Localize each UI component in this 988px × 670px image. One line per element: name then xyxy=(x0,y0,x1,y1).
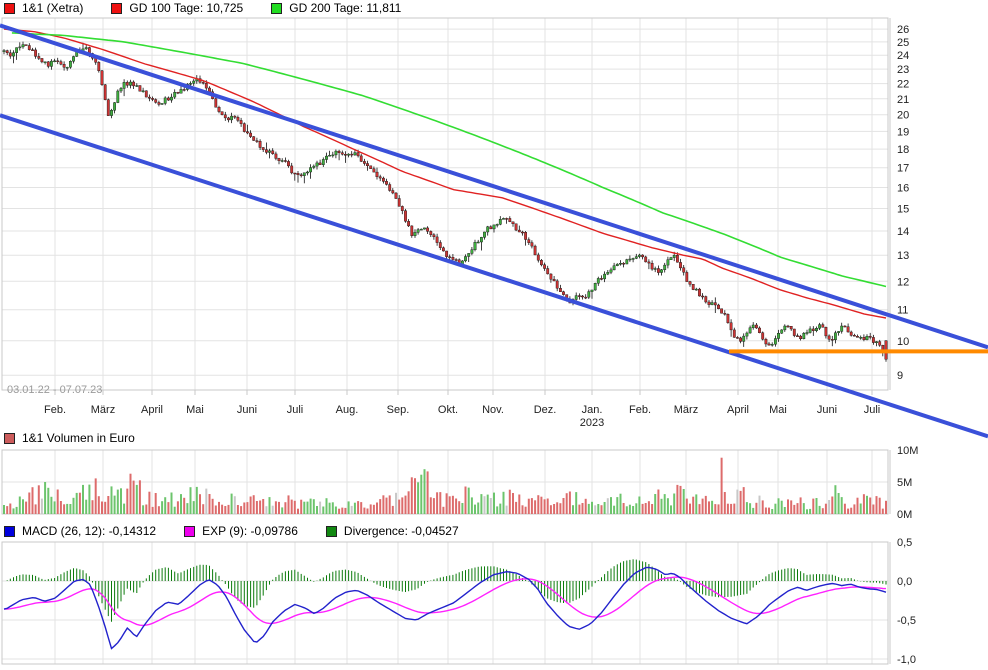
trend-lines xyxy=(0,23,988,439)
legend-label: GD 100 Tage: 10,725 xyxy=(129,1,244,15)
legend-item-divergence: Divergence: -0,04527 xyxy=(325,524,459,538)
series-swatch-icon xyxy=(184,525,196,537)
series-swatch-icon xyxy=(111,2,123,14)
legend-item-macd: MACD (26, 12): -0,14312 xyxy=(4,524,156,538)
svg-text:Juni: Juni xyxy=(237,404,257,416)
svg-text:März: März xyxy=(674,404,698,416)
macd-lines xyxy=(3,566,887,650)
svg-text:18: 18 xyxy=(897,144,909,156)
svg-text:Okt.: Okt. xyxy=(438,404,458,416)
svg-text:Juni: Juni xyxy=(817,404,837,416)
series-swatch-icon xyxy=(271,2,283,14)
svg-text:0M: 0M xyxy=(897,509,912,521)
legend-item-gd100: GD 100 Tage: 10,725 xyxy=(111,1,243,15)
svg-text:25: 25 xyxy=(897,37,909,49)
svg-text:-0,5: -0,5 xyxy=(897,615,916,627)
svg-text:10: 10 xyxy=(897,336,909,348)
volume-bars xyxy=(3,457,887,514)
volume-legend: 1&1 Volumen in Euro xyxy=(4,431,135,445)
series-swatch-icon xyxy=(4,525,15,537)
svg-text:10M: 10M xyxy=(897,445,918,457)
legend-item-volume: 1&1 Volumen in Euro xyxy=(4,431,135,445)
legend-label: GD 200 Tage: 11,811 xyxy=(289,1,402,15)
macd-legend: MACD (26, 12): -0,14312 EXP (9): -0,0978… xyxy=(4,524,459,538)
svg-text:20: 20 xyxy=(897,110,909,122)
svg-text:Feb.: Feb. xyxy=(44,404,66,416)
svg-text:Juli: Juli xyxy=(864,404,881,416)
svg-text:April: April xyxy=(141,404,163,416)
svg-text:0,5: 0,5 xyxy=(897,537,912,549)
svg-text:Sep.: Sep. xyxy=(387,404,410,416)
candlesticks xyxy=(2,41,888,362)
legend-label: 1&1 Volumen in Euro xyxy=(22,431,135,445)
series-swatch-icon xyxy=(4,2,15,14)
svg-text:13: 13 xyxy=(897,250,909,262)
svg-text:Jan.: Jan. xyxy=(582,404,603,416)
series-swatch-icon xyxy=(325,525,337,537)
svg-text:21: 21 xyxy=(897,94,909,106)
svg-text:11: 11 xyxy=(897,305,908,317)
series-swatch-icon xyxy=(4,432,15,444)
svg-text:12: 12 xyxy=(897,276,909,288)
svg-text:Mai: Mai xyxy=(186,404,204,416)
svg-text:0,0: 0,0 xyxy=(897,576,912,588)
date-range-label: 03.01.22 - 07.07.23 xyxy=(7,384,103,396)
macd-divergence-bars xyxy=(6,559,887,622)
svg-text:März: März xyxy=(91,404,115,416)
svg-text:22: 22 xyxy=(897,79,909,91)
legend-label: EXP (9): -0,09786 xyxy=(202,524,298,538)
svg-text:15: 15 xyxy=(897,204,909,216)
svg-text:16: 16 xyxy=(897,182,909,194)
svg-text:5M: 5M xyxy=(897,477,912,489)
svg-text:-1,0: -1,0 xyxy=(897,654,916,666)
legend-label: MACD (26, 12): -0,14312 xyxy=(22,524,157,538)
svg-text:Dez.: Dez. xyxy=(534,404,557,416)
legend-item-gd200: GD 200 Tage: 11,811 xyxy=(271,1,401,15)
svg-text:Feb.: Feb. xyxy=(629,404,651,416)
svg-text:April: April xyxy=(727,404,749,416)
moving-averages xyxy=(3,28,887,319)
svg-text:14: 14 xyxy=(897,226,909,238)
legend-label: 1&1 (Xetra) xyxy=(22,1,84,15)
svg-text:Aug.: Aug. xyxy=(336,404,359,416)
svg-text:9: 9 xyxy=(897,370,903,382)
price-legend: 1&1 (Xetra) GD 100 Tage: 10,725 GD 200 T… xyxy=(4,1,401,15)
legend-label: Divergence: -0,04527 xyxy=(343,524,459,538)
svg-text:24: 24 xyxy=(897,50,909,62)
svg-text:Juli: Juli xyxy=(287,404,304,416)
svg-text:26: 26 xyxy=(897,24,909,36)
svg-text:19: 19 xyxy=(897,126,909,138)
legend-item-instrument: 1&1 (Xetra) xyxy=(4,1,83,15)
grid-lines xyxy=(1,17,891,665)
svg-text:23: 23 xyxy=(897,64,909,76)
svg-text:Nov.: Nov. xyxy=(482,404,504,416)
svg-text:17: 17 xyxy=(897,163,909,175)
legend-item-exp: EXP (9): -0,09786 xyxy=(184,524,298,538)
svg-text:Mai: Mai xyxy=(769,404,787,416)
svg-text:2023: 2023 xyxy=(580,417,604,429)
